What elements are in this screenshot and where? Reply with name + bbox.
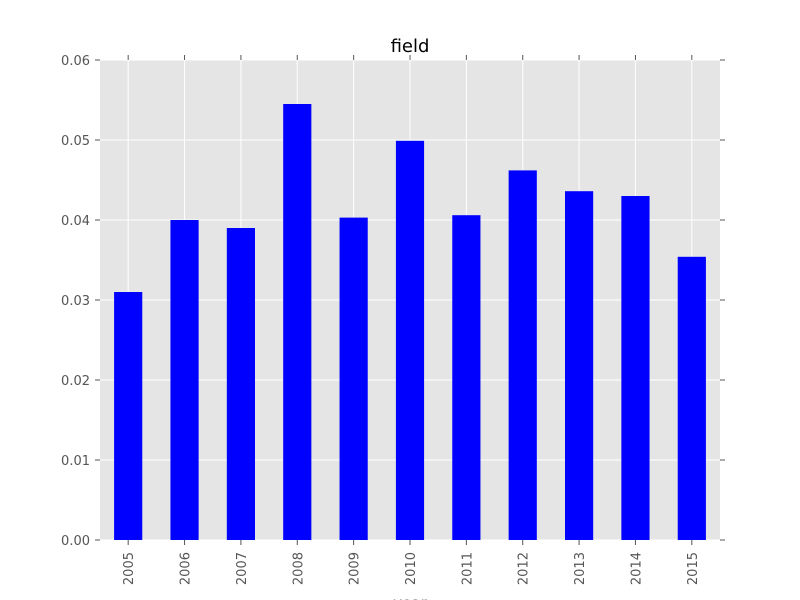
y-tick-label: 0.05 <box>61 134 90 149</box>
y-tick-label: 0.00 <box>61 534 90 549</box>
x-tick-label: 2014 <box>629 552 644 585</box>
chart-title: field <box>391 36 430 57</box>
x-tick-label: 2013 <box>573 552 588 585</box>
x-tick-label: 2012 <box>517 552 532 585</box>
x-axis-label: year <box>393 594 427 600</box>
bar-2009 <box>339 217 368 540</box>
bar-2006 <box>170 220 199 540</box>
y-tick-label: 0.01 <box>61 454 90 469</box>
x-tick-labels: 2005 2006 2007 2008 2009 2010 2011 2012 2013 2014… <box>122 552 701 585</box>
x-tick-label: 2010 <box>404 552 419 585</box>
bar-2011 <box>452 215 481 540</box>
axis-ticks <box>95 55 725 545</box>
bar-2012 <box>508 170 537 540</box>
y-tick-label: 0.03 <box>61 294 90 309</box>
x-tick-label: 2007 <box>235 552 250 585</box>
bar-2005 <box>114 292 143 540</box>
x-tick-label: 2009 <box>348 552 363 585</box>
x-tick-label: 2011 <box>460 552 475 585</box>
y-tick-label: 0.02 <box>61 374 90 389</box>
x-tick-label: 2006 <box>179 552 194 585</box>
bar-2007 <box>226 228 255 540</box>
y-tick-label: 0.06 <box>61 54 90 69</box>
bars <box>114 104 706 541</box>
bar-2014 <box>621 196 650 540</box>
bar-2015 <box>677 256 706 540</box>
y-tick-labels: 0.00 0.01 0.02 0.03 0.04 0.05 0.06 <box>61 54 90 549</box>
bar-2010 <box>395 140 425 541</box>
x-tick-label: 2005 <box>122 552 137 585</box>
bar-2013 <box>565 191 594 540</box>
bar-2008 <box>283 104 312 540</box>
x-tick-label: 2008 <box>291 552 306 585</box>
x-tick-label: 2015 <box>686 552 701 585</box>
y-tick-label: 0.04 <box>61 214 90 229</box>
